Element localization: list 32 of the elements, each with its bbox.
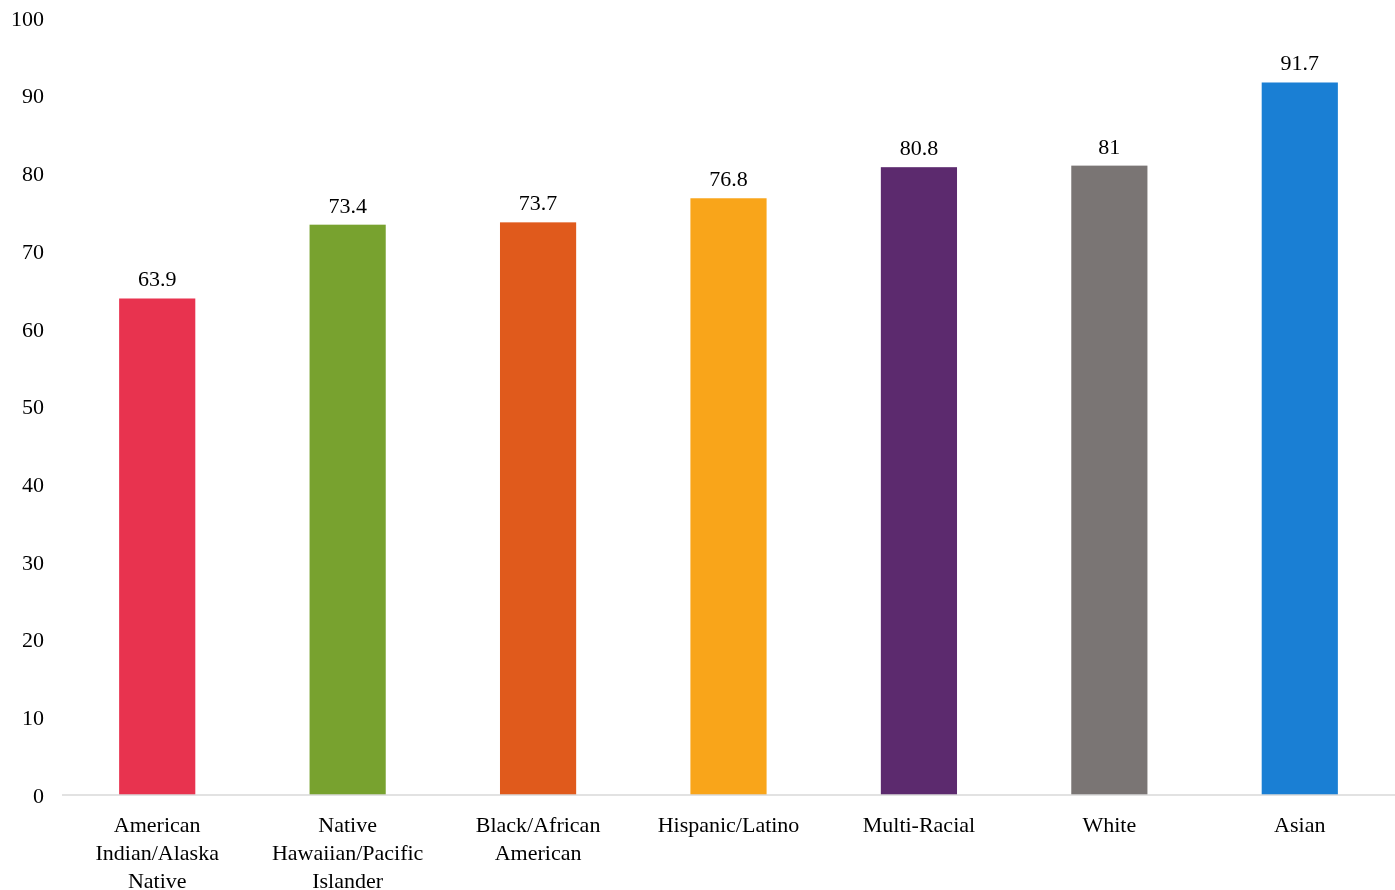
bar — [309, 224, 386, 795]
y-tick-label: 70 — [22, 238, 44, 264]
bar — [690, 198, 767, 795]
y-tick-label: 40 — [22, 471, 44, 497]
data-label: 73.4 — [328, 192, 367, 218]
bar — [1261, 82, 1338, 795]
bar — [880, 167, 958, 795]
bar — [119, 298, 196, 795]
bar — [499, 222, 577, 795]
y-tick-label: 100 — [11, 5, 44, 31]
y-tick-label: 90 — [22, 83, 44, 109]
y-tick-label: 30 — [22, 549, 44, 575]
x-tick-label: American Indian/Alaska Native — [95, 812, 220, 890]
data-label: 63.9 — [137, 266, 177, 292]
data-label: 91.7 — [1280, 50, 1320, 76]
y-tick-label: 80 — [22, 161, 44, 187]
data-label: 73.7 — [518, 190, 558, 216]
x-tick-label: Multi-Racial — [862, 812, 976, 837]
x-tick-label: White — [1082, 812, 1137, 837]
x-tick-label: Hispanic/Latino — [657, 812, 800, 837]
y-tick-label: 50 — [22, 394, 44, 420]
x-tick-label: Asian — [1274, 812, 1326, 837]
y-tick-label: 0 — [33, 782, 44, 808]
x-tick-label: Black/African American — [475, 812, 601, 865]
data-label: 76.8 — [709, 166, 748, 192]
y-tick-label: 10 — [22, 705, 44, 730]
bar — [1071, 165, 1148, 795]
data-label: 81 — [1098, 133, 1121, 159]
y-tick-label: 20 — [22, 627, 44, 653]
y-tick-label: 60 — [22, 316, 44, 342]
x-tick-label: Native Hawaiian/Pacific Islander — [271, 812, 424, 890]
data-label: 80.8 — [899, 135, 939, 161]
